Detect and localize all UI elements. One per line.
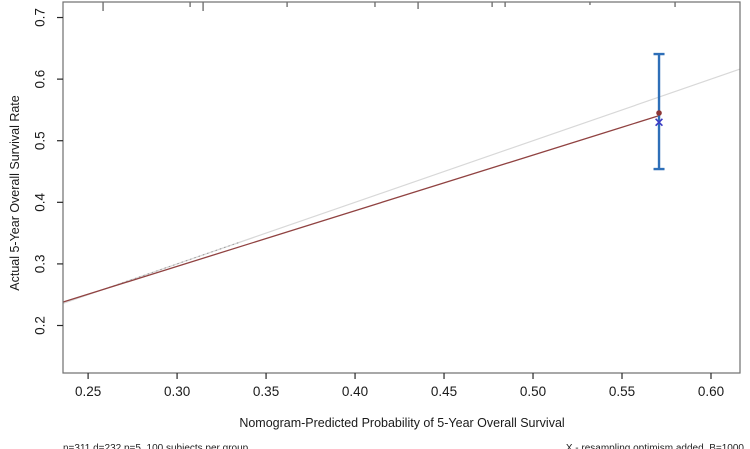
sample-info-annotation: n=311 d=232 p=5, 100 subjects per group … (63, 419, 248, 449)
resampling-info-annotation: X - resampling optimism added, B=1000 Ba… (566, 419, 744, 449)
x-axis-tick-label: 0.35 (253, 384, 279, 399)
optimism-corrected-x-marker (655, 118, 663, 127)
x-axis-tick-label: 0.30 (164, 384, 190, 399)
y-axis-tick-label: 0.3 (33, 255, 48, 274)
x-axis-label: Nomogram-Predicted Probability of 5-Year… (239, 416, 565, 430)
y-axis-tick-label: 0.4 (33, 192, 48, 211)
x-axis-tick-label: 0.40 (342, 384, 368, 399)
x-axis-tick-label: 0.25 (75, 384, 101, 399)
x-axis-tick-label: 0.45 (431, 384, 457, 399)
x-axis-tick-label: 0.60 (698, 384, 724, 399)
ideal-line (62, 68, 741, 304)
y-axis-tick-label: 0.2 (33, 316, 48, 335)
ideal-line-dotted-segment (104, 241, 241, 290)
calibration-line (62, 115, 659, 303)
x-axis-tick-label: 0.50 (520, 384, 546, 399)
x-axis-tick-label: 0.55 (609, 384, 635, 399)
y-axis-label: Actual 5-Year Overall Survival Rate (8, 95, 22, 291)
observed-point-marker (656, 110, 662, 116)
sample-info-line1: n=311 d=232 p=5, 100 subjects per group (63, 443, 249, 449)
y-axis-tick-label: 0.6 (33, 70, 48, 89)
resampling-info-line1: X - resampling optimism added, B=1000 (565, 443, 744, 449)
plot-box (62, 1, 741, 374)
y-axis-tick-label: 0.5 (33, 131, 48, 150)
y-axis-tick-label: 0.7 (33, 8, 48, 27)
